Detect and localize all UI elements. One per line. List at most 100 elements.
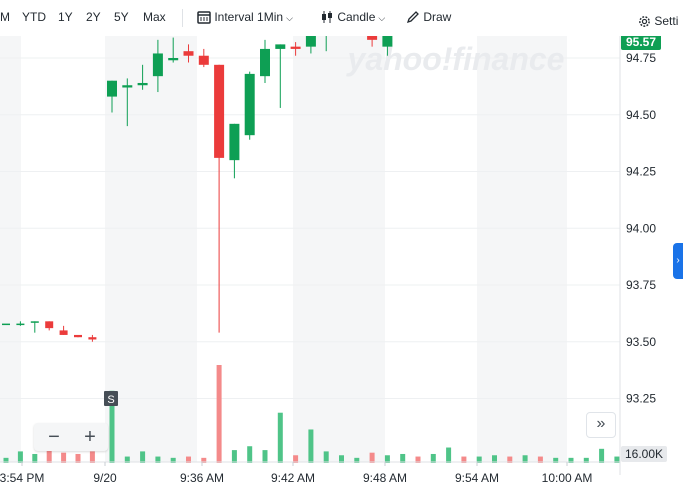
pencil-icon bbox=[406, 11, 419, 24]
candle-body[interactable] bbox=[214, 64, 225, 158]
x-tick-label: 3:54 PM bbox=[0, 471, 44, 485]
candle-body[interactable] bbox=[16, 323, 25, 326]
chart-toolbar: M YTD 1Y 2Y 5Y Max Interval 1Min ⌵ Candle… bbox=[0, 0, 683, 36]
time-band bbox=[105, 36, 197, 462]
candle-body[interactable] bbox=[290, 46, 301, 49]
x-tick-label: 9:48 AM bbox=[363, 471, 407, 485]
candle-body[interactable] bbox=[2, 323, 10, 326]
volume-bar bbox=[599, 448, 605, 463]
volume-bar bbox=[400, 453, 406, 463]
y-tick-label: 93.50 bbox=[626, 335, 656, 349]
scroll-to-latest-button[interactable]: » bbox=[586, 412, 616, 438]
candle-body[interactable] bbox=[275, 44, 286, 49]
volume-bar bbox=[415, 456, 421, 463]
volume-bar bbox=[461, 456, 467, 463]
chart-type-label: Candle bbox=[337, 10, 376, 24]
candle-body[interactable] bbox=[137, 82, 148, 86]
range-button-max[interactable]: Max bbox=[143, 10, 166, 24]
volume-bar bbox=[308, 429, 314, 463]
volume-bar bbox=[247, 446, 253, 463]
last-price-tag bbox=[621, 34, 661, 50]
candle-body[interactable] bbox=[45, 321, 54, 329]
time-band bbox=[293, 36, 385, 462]
zoom-out-button[interactable]: − bbox=[48, 426, 60, 448]
volume-bar bbox=[46, 450, 52, 463]
volume-bar bbox=[262, 450, 268, 463]
volume-bar bbox=[553, 457, 559, 463]
volume-bar bbox=[293, 455, 299, 463]
x-tick-label: 9/20 bbox=[93, 471, 117, 485]
volume-bar bbox=[89, 451, 95, 463]
volume-bar bbox=[430, 453, 436, 463]
chart-type-button[interactable]: Candle ⌵ bbox=[320, 10, 385, 24]
volume-bar bbox=[61, 452, 67, 463]
candle-body[interactable] bbox=[260, 48, 270, 77]
double-chevron-right-icon: » bbox=[596, 415, 606, 432]
volume-label: 16.00K bbox=[625, 447, 663, 461]
candle-body[interactable] bbox=[122, 85, 133, 88]
expand-panel-button[interactable]: › bbox=[673, 243, 683, 279]
volume-bar bbox=[507, 456, 513, 463]
volume-bar bbox=[17, 451, 23, 463]
range-button-5y[interactable]: 5Y bbox=[114, 10, 129, 24]
x-tick-label: 9:54 AM bbox=[455, 471, 499, 485]
y-tick-label: 94.00 bbox=[626, 221, 656, 235]
range-button-m[interactable]: M bbox=[0, 10, 10, 24]
volume-bar bbox=[75, 453, 81, 463]
range-button-2y[interactable]: 2Y bbox=[86, 10, 101, 24]
candle-body[interactable] bbox=[168, 58, 179, 61]
draw-button[interactable]: Draw bbox=[406, 10, 451, 24]
x-tick-label: 9:42 AM bbox=[271, 471, 315, 485]
y-tick-label: 93.25 bbox=[626, 392, 656, 406]
candle-body[interactable] bbox=[382, 30, 393, 47]
zoom-in-button[interactable]: + bbox=[84, 426, 96, 448]
volume-bar bbox=[216, 365, 222, 463]
volume-bar bbox=[32, 453, 38, 463]
last-price-label: 95.57 bbox=[626, 35, 656, 49]
volume-bar bbox=[170, 457, 176, 463]
session-marker-label: S bbox=[107, 394, 114, 406]
time-band bbox=[477, 36, 567, 462]
candle-body[interactable] bbox=[59, 330, 68, 335]
range-button-1y[interactable]: 1Y bbox=[58, 10, 73, 24]
candle-body[interactable] bbox=[244, 73, 255, 136]
candle-body[interactable] bbox=[30, 321, 39, 323]
volume-bar bbox=[614, 456, 620, 463]
volume-bar bbox=[492, 455, 497, 463]
candle-body[interactable] bbox=[305, 28, 316, 47]
volume-bar bbox=[537, 456, 543, 463]
zoom-control: − + bbox=[34, 423, 108, 451]
volume-bar bbox=[3, 457, 9, 463]
candle-body[interactable] bbox=[74, 334, 82, 338]
candle-body[interactable] bbox=[107, 80, 117, 97]
y-tick-label: 94.50 bbox=[626, 108, 656, 122]
calendar-icon bbox=[197, 11, 211, 24]
volume-bar bbox=[476, 456, 482, 463]
x-tick-label: 9:36 AM bbox=[180, 471, 224, 485]
volume-bar bbox=[583, 457, 589, 463]
volume-bar bbox=[277, 412, 283, 463]
interval-value: 1Min bbox=[257, 10, 284, 24]
interval-label: Interval bbox=[214, 10, 254, 24]
settings-button[interactable]: Setti bbox=[638, 14, 678, 28]
x-tick-label: 10:00 AM bbox=[542, 471, 593, 485]
settings-label: Setti bbox=[654, 14, 679, 28]
time-band bbox=[0, 36, 21, 462]
volume-bar bbox=[323, 451, 329, 463]
candle-body[interactable] bbox=[88, 337, 97, 340]
candle-body[interactable] bbox=[229, 123, 240, 161]
volume-bar bbox=[140, 451, 146, 463]
range-button-ytd[interactable]: YTD bbox=[22, 10, 46, 24]
volume-bar bbox=[124, 456, 130, 463]
session-marker[interactable] bbox=[104, 391, 118, 406]
candle-body[interactable] bbox=[183, 51, 194, 56]
watermark-logo: yahoo!finance bbox=[346, 41, 565, 77]
y-tick-label: 93.75 bbox=[626, 278, 656, 292]
volume-bar bbox=[231, 450, 237, 463]
volume-bar bbox=[109, 390, 115, 463]
candle-body[interactable] bbox=[152, 53, 163, 77]
interval-button[interactable]: Interval 1Min ⌵ bbox=[197, 10, 293, 24]
volume-bar bbox=[446, 447, 452, 463]
candle-body[interactable] bbox=[198, 55, 209, 65]
